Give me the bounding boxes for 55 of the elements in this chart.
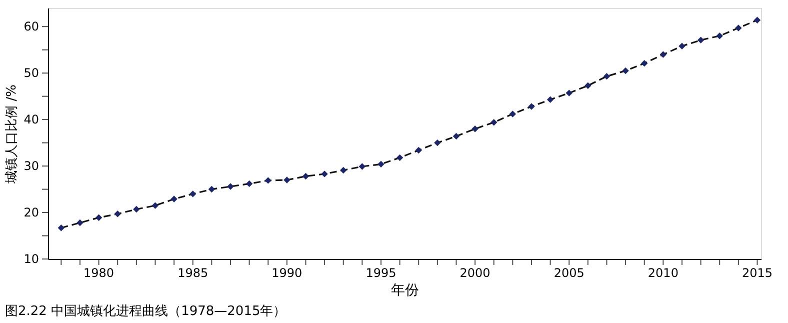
y-tick-label: 10 <box>24 252 39 266</box>
point <box>546 96 554 103</box>
point <box>509 110 516 118</box>
point <box>208 186 216 193</box>
y-axis-title: 城镇人口比例 /% <box>4 84 20 184</box>
y-tick-label: 50 <box>24 66 39 80</box>
point <box>735 24 742 32</box>
point <box>641 60 648 67</box>
x-tick-label: 1995 <box>366 266 396 280</box>
point <box>415 146 422 154</box>
point <box>660 51 667 58</box>
point <box>95 214 102 221</box>
point <box>378 160 384 168</box>
point <box>716 32 723 40</box>
point <box>284 176 290 184</box>
point <box>584 82 592 89</box>
x-tick-label: 2000 <box>460 266 490 280</box>
point <box>152 202 159 209</box>
point <box>321 170 328 178</box>
point <box>603 72 610 80</box>
point <box>76 219 84 226</box>
x-tick-label: 2010 <box>648 266 678 280</box>
y-tick-label: 60 <box>24 20 39 34</box>
point <box>58 224 65 232</box>
point <box>678 42 686 50</box>
point <box>246 180 253 188</box>
point <box>566 90 572 96</box>
point <box>472 126 478 132</box>
point <box>434 139 441 146</box>
point <box>170 196 178 202</box>
point <box>302 172 310 180</box>
point <box>754 16 761 24</box>
point <box>452 132 460 140</box>
point <box>622 67 629 74</box>
y-tick-label: 20 <box>24 206 39 220</box>
point <box>396 154 404 162</box>
point <box>340 166 347 174</box>
point <box>190 190 196 198</box>
point <box>114 210 121 218</box>
x-tick-label: 1985 <box>178 266 208 280</box>
x-axis-title: 年份 <box>391 282 419 298</box>
point <box>697 36 704 44</box>
caption: 图2.22 中国城镇化进程曲线（1978—2015年） <box>5 304 286 319</box>
y-tick-label: 30 <box>24 159 39 174</box>
x-tick-label: 2015 <box>742 266 773 280</box>
x-tick-label: 1980 <box>84 266 114 280</box>
y-tick-label: 40 <box>24 112 39 127</box>
point <box>358 163 366 170</box>
point <box>264 177 272 184</box>
x-tick-label: 2005 <box>554 266 584 280</box>
x-tick-label: 1990 <box>272 266 302 280</box>
point <box>133 206 140 213</box>
point <box>490 118 498 126</box>
point <box>528 103 535 110</box>
point <box>227 183 234 190</box>
